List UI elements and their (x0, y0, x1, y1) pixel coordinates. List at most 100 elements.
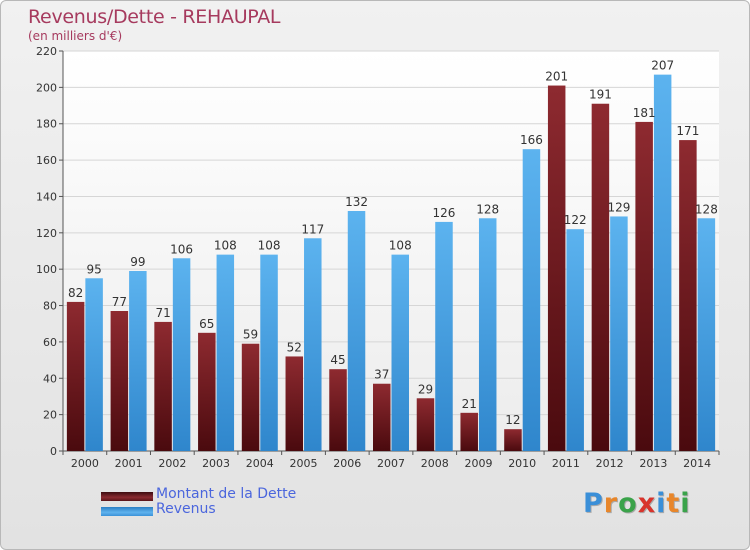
y-tick-label: 20 (43, 409, 57, 422)
x-tick-label: 2005 (290, 457, 318, 470)
bar-dette-2010 (504, 429, 522, 451)
data-label-revenus-2013: 207 (651, 59, 674, 73)
bar-revenus-2006 (347, 211, 366, 451)
legend-label-revenus: Revenus (156, 501, 216, 517)
data-label-dette-2012: 191 (589, 88, 612, 102)
legend-swatch-revenus (101, 507, 153, 516)
bar-revenus-2014 (697, 218, 716, 451)
bar-dette-2003 (198, 332, 216, 451)
x-tick-label: 2006 (333, 457, 361, 470)
bar-revenus-2007 (391, 254, 409, 451)
bar-dette-2011 (547, 85, 566, 451)
x-tick-label: 2010 (508, 457, 536, 470)
bar-dette-2008 (416, 398, 435, 451)
logo-letter: i (656, 488, 667, 519)
bar-revenus-2002 (172, 258, 191, 451)
logo-letter: x (637, 488, 657, 519)
data-label-dette-2009: 21 (462, 397, 477, 411)
data-label-revenus-2003: 108 (214, 239, 237, 253)
y-tick-label: 100 (36, 263, 57, 276)
data-label-dette-2001: 77 (112, 295, 127, 309)
legend-swatch-dette (101, 492, 153, 501)
data-label-dette-2003: 65 (199, 317, 214, 331)
bar-revenus-2011 (566, 229, 584, 451)
y-tick-label: 160 (36, 154, 57, 167)
x-tick-label: 2007 (377, 457, 405, 470)
y-tick-label: 220 (36, 45, 57, 58)
bar-dette-2005 (285, 356, 304, 451)
bar-revenus-2003 (216, 254, 235, 451)
data-label-dette-2014: 171 (676, 124, 699, 138)
x-tick-label: 2009 (464, 457, 492, 470)
bar-dette-2000 (66, 301, 85, 451)
data-label-dette-2007: 37 (374, 368, 389, 382)
bar-dette-2013 (635, 121, 653, 451)
x-tick-label: 2001 (115, 457, 143, 470)
x-tick-label: 2002 (158, 457, 186, 470)
data-label-revenus-2010: 166 (520, 133, 543, 147)
data-label-dette-2013: 181 (633, 106, 656, 120)
x-tick-label: 2000 (71, 457, 99, 470)
chart-title: Revenus/Dette - REHAUPAL (28, 6, 281, 28)
x-tick-label: 2013 (639, 457, 667, 470)
proxiti-logo: Proxiti (583, 488, 691, 519)
logo-letter: r (603, 488, 619, 519)
data-label-revenus-2006: 132 (345, 195, 368, 209)
bar-revenus-2012 (610, 216, 628, 451)
data-label-revenus-2012: 129 (607, 200, 630, 214)
data-label-revenus-2009: 128 (476, 202, 499, 216)
data-label-revenus-2014: 128 (695, 202, 718, 216)
data-label-revenus-2000: 95 (86, 262, 101, 276)
data-label-revenus-2008: 126 (433, 206, 456, 220)
bar-dette-2009 (460, 412, 478, 451)
data-label-dette-2011: 201 (545, 70, 568, 84)
y-tick-label: 120 (36, 227, 57, 240)
legend-label-dette: Montant de la Dette (156, 486, 297, 502)
plot-area (63, 51, 719, 451)
x-tick-label: 2003 (202, 457, 230, 470)
data-label-revenus-2001: 99 (130, 255, 145, 269)
logo-letter: i (680, 488, 691, 519)
data-label-revenus-2007: 108 (389, 239, 412, 253)
bar-revenus-2013 (653, 74, 672, 452)
bar-dette-2006 (329, 369, 347, 451)
data-label-dette-2002: 71 (155, 306, 170, 320)
data-label-dette-2004: 59 (243, 328, 258, 342)
logo-letter: P (583, 488, 604, 519)
bar-revenus-2004 (260, 254, 278, 451)
bar-revenus-2009 (478, 218, 497, 451)
bar-dette-2001 (110, 311, 129, 451)
y-tick-label: 80 (43, 300, 57, 313)
logo-letter: t (666, 488, 681, 519)
bar-dette-2014 (679, 140, 697, 451)
bar-revenus-2008 (435, 221, 453, 451)
x-tick-label: 2011 (552, 457, 580, 470)
y-tick-label: 180 (36, 118, 57, 131)
data-label-dette-2008: 29 (418, 382, 433, 396)
data-label-dette-2000: 82 (68, 286, 83, 300)
bar-dette-2007 (373, 383, 391, 451)
data-label-dette-2010: 12 (505, 413, 520, 427)
bar-revenus-2010 (522, 149, 541, 451)
bar-revenus-2000 (85, 278, 103, 451)
x-tick-label: 2012 (596, 457, 624, 470)
bar-dette-2002 (154, 321, 172, 451)
y-tick-label: 140 (36, 190, 57, 203)
data-label-revenus-2002: 106 (170, 242, 193, 256)
bar-revenus-2005 (304, 238, 322, 451)
y-tick-label: 60 (43, 336, 57, 349)
chart-subtitle: (en milliers d'€) (28, 29, 123, 43)
bar-dette-2012 (591, 103, 610, 452)
y-tick-label: 40 (43, 372, 57, 385)
logo-letter: o (618, 488, 638, 519)
data-label-revenus-2004: 108 (258, 239, 281, 253)
bar-revenus-2001 (129, 271, 147, 451)
x-tick-label: 2004 (246, 457, 274, 470)
data-label-dette-2005: 52 (287, 340, 302, 354)
data-label-revenus-2005: 117 (301, 222, 324, 236)
x-tick-label: 2008 (421, 457, 449, 470)
y-tick-label: 0 (50, 445, 57, 458)
bar-dette-2004 (241, 343, 260, 451)
